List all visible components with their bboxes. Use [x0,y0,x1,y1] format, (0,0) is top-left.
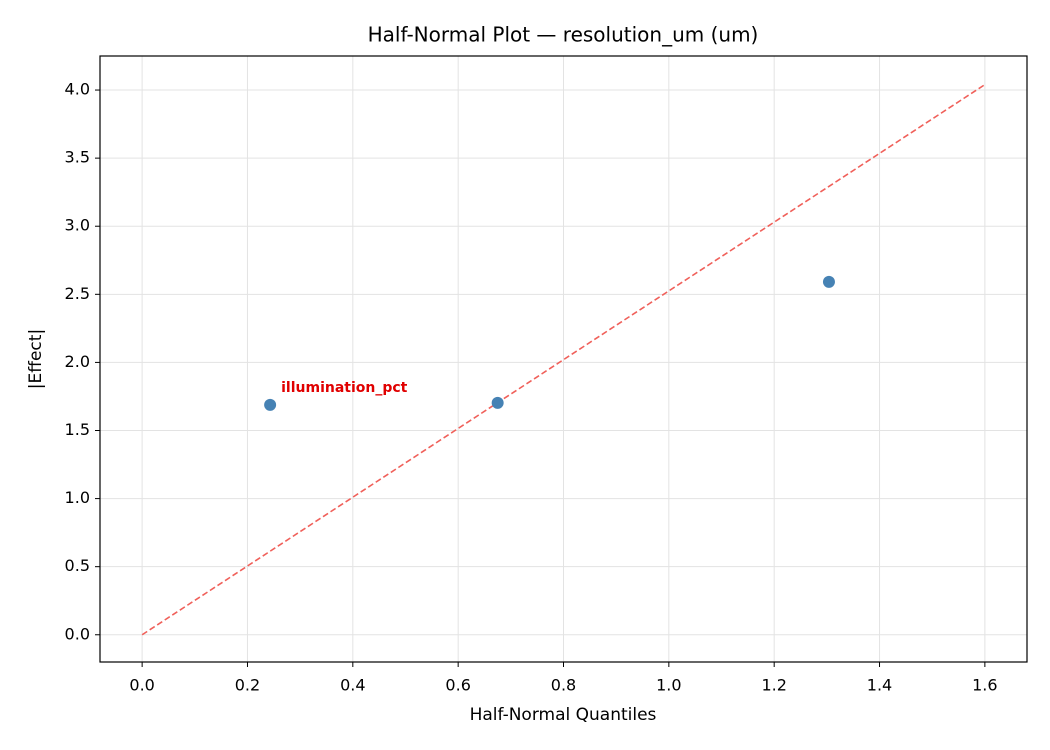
y-tick-label: 1.0 [65,488,90,507]
x-tick-label: 0.4 [340,676,365,695]
y-tick-label: 1.5 [65,420,90,439]
point [264,398,277,411]
x-tick-label: 0.6 [445,676,470,695]
reference-line [141,83,986,636]
y-tick-label: 2.5 [65,284,90,303]
x-tick-label: 0.8 [551,676,576,695]
x-tick-label: 0.0 [129,676,154,695]
y-tick-label: 0.5 [65,556,90,575]
x-axis-label: Half-Normal Quantiles [470,705,657,725]
x-tick-label: 0.2 [235,676,260,695]
x-tick-label: 1.4 [867,676,892,695]
y-tick-label: 2.0 [65,352,90,371]
x-tick-label: 1.0 [656,676,681,695]
x-tick-label: 1.2 [761,676,786,695]
y-tick-label: 3.0 [65,216,90,235]
y-tick-label: 3.5 [65,148,90,167]
y-axis-label: |Effect| [26,329,46,389]
grid [100,56,1027,662]
chart-title: Half-Normal Plot — resolution_um (um) [368,23,759,47]
marks: illumination_pct [141,83,986,636]
x-tick-label: 1.6 [972,676,997,695]
point [491,396,504,409]
y-tick-label: 4.0 [65,80,90,99]
point [822,275,835,288]
annotation: illumination_pct [281,380,408,396]
y-tick-label: 0.0 [65,624,90,643]
